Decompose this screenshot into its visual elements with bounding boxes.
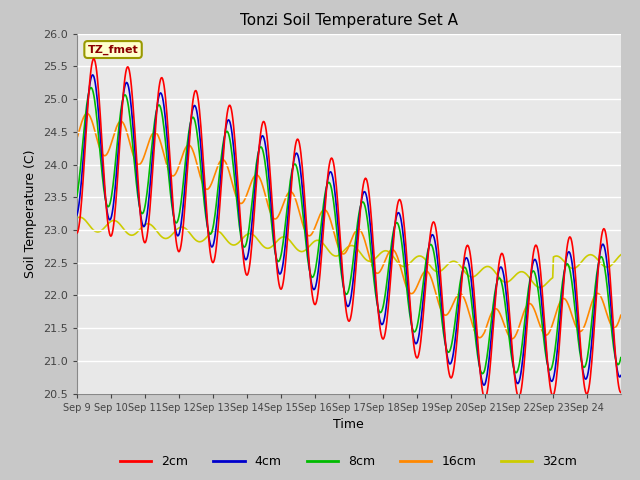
32cm [138,225,145,230]
Line: 2cm: 2cm [77,59,621,399]
Text: TZ_fmet: TZ_fmet [88,44,138,55]
4cm [406,301,413,307]
32cm [285,237,292,242]
4cm [617,372,625,378]
Line: 8cm: 8cm [77,87,621,373]
8cm [237,236,245,242]
32cm [436,268,444,274]
16cm [406,290,413,296]
16cm [436,304,444,310]
Line: 4cm: 4cm [77,75,621,385]
16cm [138,160,145,166]
8cm [285,189,292,195]
32cm [76,214,83,220]
8cm [436,299,444,305]
16cm [264,203,272,209]
2cm [481,396,488,402]
4cm [88,72,96,78]
8cm [264,188,272,194]
16cm [73,136,81,142]
32cm [264,245,272,251]
Line: 16cm: 16cm [77,114,621,339]
2cm [237,232,245,238]
2cm [285,217,292,223]
8cm [406,309,413,315]
32cm [237,237,245,243]
16cm [83,111,91,117]
Legend: 2cm, 4cm, 8cm, 16cm, 32cm: 2cm, 4cm, 8cm, 16cm, 32cm [115,450,582,473]
8cm [138,210,145,216]
4cm [138,216,145,222]
2cm [264,147,272,153]
Title: Tonzi Soil Temperature Set A: Tonzi Soil Temperature Set A [240,13,458,28]
8cm [73,194,81,200]
16cm [237,201,245,206]
16cm [617,312,625,318]
32cm [617,252,625,258]
4cm [264,168,272,173]
2cm [617,390,625,396]
Line: 32cm: 32cm [77,217,621,288]
16cm [508,336,516,342]
4cm [480,382,488,388]
2cm [436,265,444,271]
8cm [87,84,95,90]
2cm [406,292,413,298]
8cm [617,355,625,360]
4cm [73,213,81,218]
4cm [285,203,292,209]
8cm [479,371,486,376]
4cm [436,282,444,288]
32cm [536,285,544,290]
Y-axis label: Soil Temperature (C): Soil Temperature (C) [24,149,37,278]
32cm [73,216,81,221]
4cm [237,235,245,240]
X-axis label: Time: Time [333,418,364,431]
16cm [285,190,292,195]
2cm [138,222,145,228]
2cm [90,56,98,62]
32cm [406,261,413,266]
2cm [73,230,81,236]
